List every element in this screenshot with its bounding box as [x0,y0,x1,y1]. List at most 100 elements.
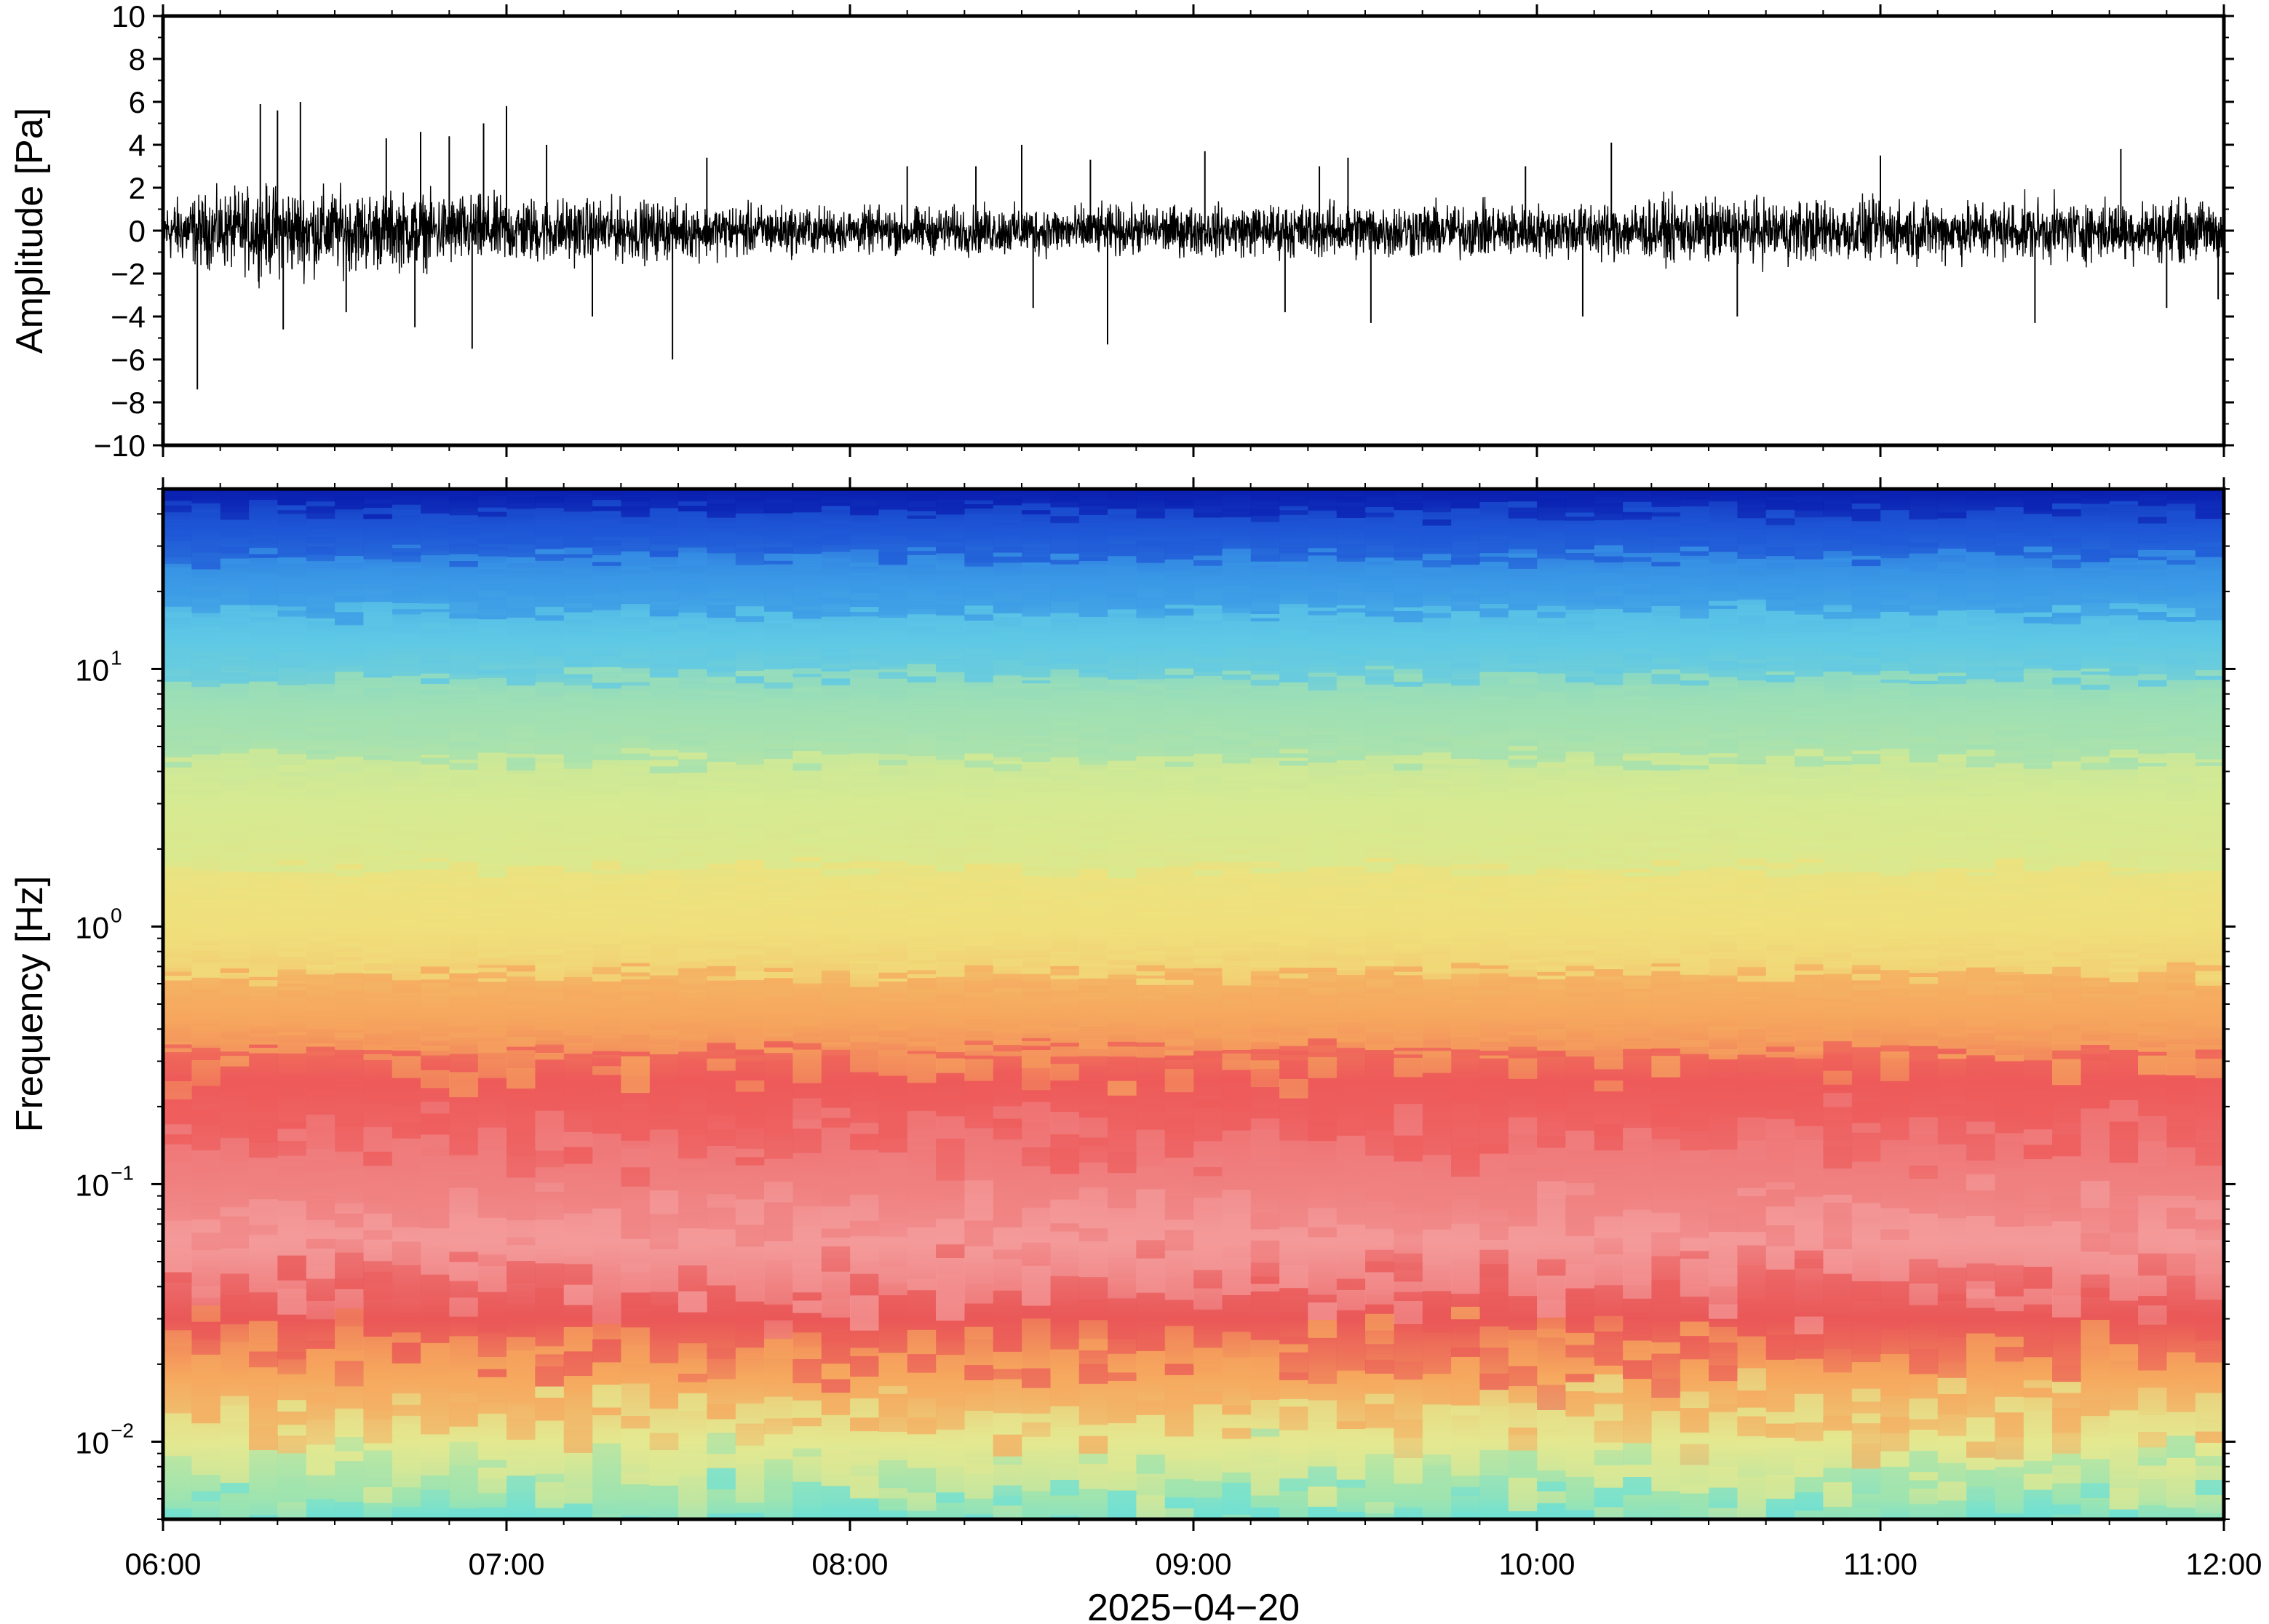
spectrogram-cell [878,754,908,760]
spectrogram-cell [964,658,994,663]
spectrogram-cell [535,696,565,703]
spectrogram-cell [392,1265,421,1284]
spectrogram-cell [1050,763,1080,770]
spectrogram-cell [707,971,736,976]
spectrogram-cell [1078,509,1108,515]
spectrogram-cell [707,1433,736,1454]
spectrogram-cell [792,988,822,993]
spectrogram-cell [392,697,421,701]
spectrogram-cell [335,869,364,877]
spectrogram-cell [936,728,965,736]
spectrogram-cell [191,676,221,680]
spectrogram-cell [1078,1043,1108,1047]
spectrogram-cell [1078,843,1108,849]
spectrogram-cell [850,637,879,642]
spectrogram-cell [621,1186,651,1195]
spectrogram-cell [163,601,192,607]
spectrogram-cell [821,1298,851,1318]
spectrogram-cell [821,715,851,721]
spectrogram-cell [678,586,707,594]
spectrogram-cell [764,636,793,640]
spectrogram-cell [1050,533,1080,540]
spectrogram-cell [563,595,593,599]
spectrogram-cell [191,680,221,688]
spectrogram-cell [850,1465,879,1476]
spectrogram-cell [735,974,765,981]
spectrogram-cell [306,501,335,506]
spectrogram-cell [707,1058,736,1071]
spectrogram-cell [477,549,507,557]
spectrogram-cell [907,810,937,815]
spectrogram-cell [1050,803,1080,808]
spectrogram-cell [821,1515,851,1519]
spectrogram-cell [621,512,651,517]
waveform-y-axis-title: Amplitude [Pa] [9,108,51,354]
spectrogram-cell [592,1415,621,1429]
spectrogram-cell [306,550,335,555]
spectrogram-cell [363,725,393,733]
spectrogram-cell [421,1182,450,1206]
spectrogram-cell [764,921,793,928]
spectrogram-cell [649,979,679,983]
spectrogram-cell [477,972,507,979]
spectrogram-cell [335,574,364,581]
spectrogram-cell [936,865,965,872]
spectrogram-cell [936,1028,965,1035]
spectrogram-cell [649,955,679,959]
spectrogram-cell [821,1342,851,1364]
spectrogram-cell [563,634,593,641]
spectrogram-cell [907,1038,937,1042]
spectrogram-cell [220,1405,250,1423]
spectrogram-cell [306,506,335,514]
spectrogram-cell [878,732,908,739]
spectrogram-cell [792,1008,822,1012]
spectrogram-cell [449,543,479,548]
spectrogram-cell [191,1060,221,1086]
spectrogram-cell [563,805,593,811]
spectrogram-cell [850,900,879,906]
spectrogram-cell [421,858,450,862]
spectrogram-cell [878,913,908,920]
spectrogram-cell [449,521,479,525]
spectrogram-cell [163,1059,192,1081]
spectrogram-cell [363,1271,393,1284]
spectrogram-cell [678,631,707,637]
spectrogram-cell [363,1067,393,1084]
spectrogram-cell [764,1022,793,1029]
spectrogram-cell [249,641,278,648]
spectrogram-cell [1078,982,1108,986]
spectrogram-cell [764,876,793,880]
spectrogram-cell [563,1046,593,1054]
spectrogram-cell [535,584,565,589]
spectrogram-cell [1108,844,1137,851]
spectrogram-cell [878,1417,908,1432]
spectrogram-cell [335,570,364,575]
spectrogram-cell [907,918,937,926]
spectrogram-cell [563,689,593,693]
spectrogram-cell [449,721,479,729]
spectrogram-cell [878,1253,908,1266]
spectrogram-cell [993,1197,1022,1206]
spectrogram-cell [306,1056,335,1078]
spectrogram-cell [1050,702,1080,709]
spectrogram-cell [535,747,565,755]
spectrogram-cell [936,1466,965,1493]
spectrogram-cell [850,1035,879,1043]
spectrogram-cell [735,719,765,723]
spectrogram-cell [363,1299,393,1319]
spectrogram-cell [592,947,621,955]
spectrogram-cell [1078,859,1108,864]
spectrogram-cell [220,489,250,495]
spectrogram-cell [249,557,278,565]
spectrogram-cell [764,698,793,704]
spectrogram-cell [1108,979,1137,984]
spectrogram-cell [449,797,479,805]
spectrogram-cell [621,587,651,591]
spectrogram-cell [249,1491,278,1516]
spectrogram-cell [592,877,621,881]
spectrogram-cell [535,554,565,561]
spectrogram-cell [335,1409,364,1417]
spectrogram-cell [964,630,994,637]
spectrogram-cell [249,733,278,741]
spectrogram-cell [335,1350,364,1361]
